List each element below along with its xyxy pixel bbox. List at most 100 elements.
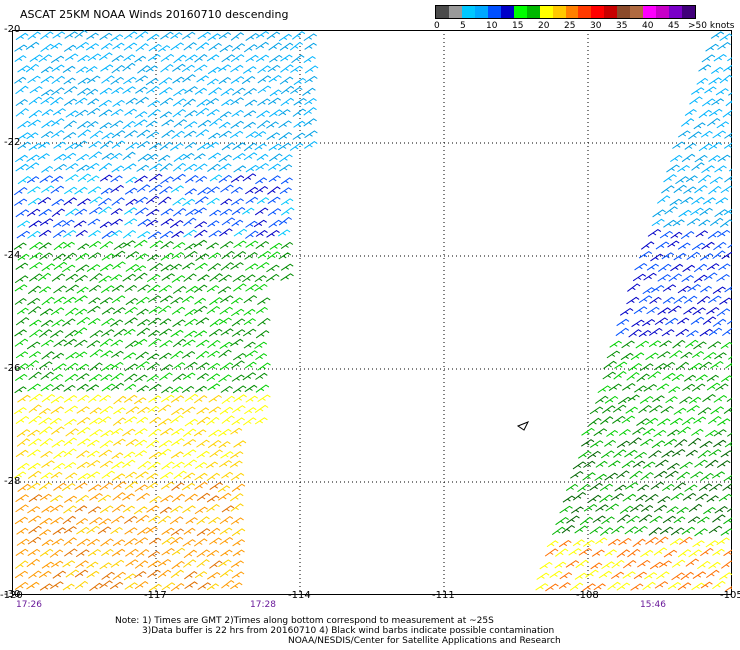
wind-barb [52,527,66,535]
wind-barb [589,526,603,535]
wind-barb [63,384,76,392]
wind-barb [587,450,601,459]
lat-tick-label: -24 [4,250,21,261]
wind-barb [289,142,304,151]
wind-barb [100,140,114,149]
wind-barb [159,86,173,95]
swath-time-left-end: 17:28 [250,600,276,610]
wind-barb [694,184,708,194]
wind-barb [146,33,160,42]
wind-barb [40,75,55,84]
legend-tick-label: 45 [668,21,680,31]
wind-barb [27,462,41,471]
wind-barb [173,88,187,97]
wind-barb [638,250,653,259]
wind-barb [675,328,690,337]
wind-barb [38,361,53,370]
wind-barb [267,97,281,105]
wind-barb [587,494,602,503]
wind-barb [607,581,621,591]
wind-barb [256,110,270,119]
wind-barb [88,252,101,260]
wind-barb [135,361,150,370]
wind-barb [147,254,160,262]
wind-barb [38,54,52,63]
wind-barb [27,429,40,437]
wind-barb [657,263,672,272]
wind-barb [88,484,102,492]
wind-barb [206,495,220,503]
wind-barb [668,386,681,394]
wind-barb [14,386,27,394]
wind-barb [158,77,173,86]
wind-barb [15,163,29,172]
wind-barb [194,221,208,229]
wind-barb [86,525,100,534]
wind-barb [664,438,678,447]
wind-barb [642,287,655,295]
wind-barb [254,207,269,216]
wind-barb [99,87,113,95]
wind-barb [562,495,576,503]
wind-barb [137,460,151,470]
wind-barb [100,374,113,381]
wind-barb [160,494,174,503]
wind-barb [39,548,54,557]
wind-barb [161,129,175,138]
wind-barb [161,461,175,470]
wind-barb [614,484,627,492]
wind-barb [38,141,51,149]
wind-barb [147,550,161,558]
wind-barb [111,54,124,63]
wind-barb [706,382,721,391]
wind-barb [667,429,680,437]
wind-barb [700,285,712,293]
wind-barb [713,394,728,403]
wind-barb [657,351,671,359]
wind-barb [14,407,27,415]
wind-barb [145,78,159,86]
wind-barb [245,54,259,63]
wind-barb [27,449,41,458]
wind-barb [230,503,244,512]
wind-barb [715,197,729,205]
wind-barb [613,449,627,458]
wind-barb [125,297,139,306]
wind-barb [570,506,584,514]
wind-barb [698,219,711,227]
wind-barb [17,132,31,140]
wind-barb [122,120,136,130]
wind-barb [710,31,725,39]
wind-barb [280,97,295,107]
wind-barb [673,516,686,524]
wind-barb [75,549,90,558]
wind-barb [255,372,268,380]
wind-barb [76,538,91,547]
wind-barb [182,428,197,437]
wind-barb [629,503,644,513]
legend-swatch [448,6,462,18]
wind-barb [41,460,55,468]
wind-barb [680,351,693,359]
wind-barb [133,338,148,347]
wind-barb [50,185,65,194]
wind-barb [28,438,42,447]
wind-barb [232,142,246,151]
wind-barb [184,141,197,149]
wind-barb [26,341,41,350]
wind-barb [194,53,208,63]
wind-barb [112,492,126,501]
wind-barb [137,318,150,327]
wind-barb [672,219,685,227]
wind-barb [184,318,198,327]
wind-barb [15,32,29,41]
wind-barb [76,286,89,294]
wind-barb [716,460,731,468]
wind-barb [637,559,651,568]
wind-barb [27,285,42,295]
wind-barb [218,274,232,283]
wind-barb [27,383,41,392]
legend-swatch [461,6,475,18]
wind-barb [218,559,232,568]
wind-barb [208,132,221,140]
